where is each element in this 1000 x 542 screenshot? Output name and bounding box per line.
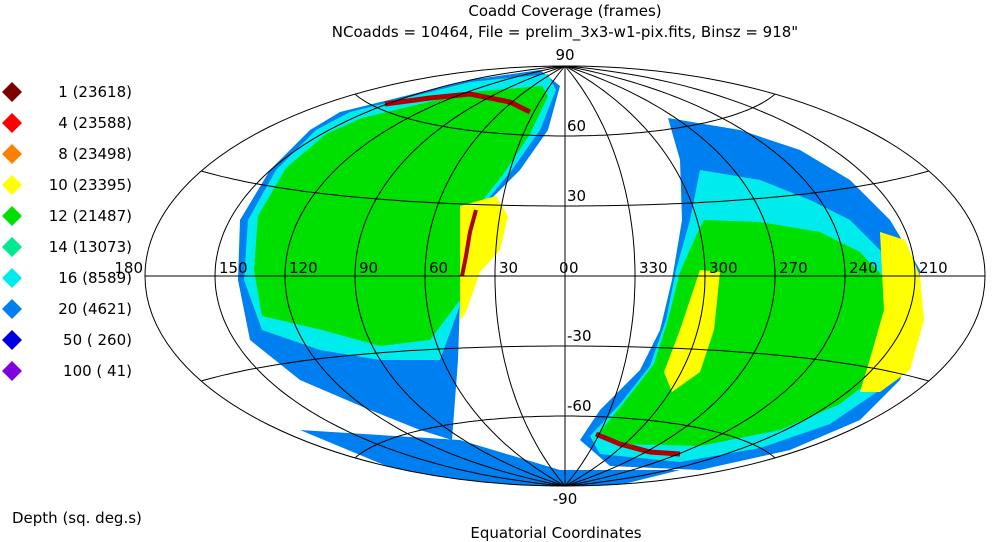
right-lobe-yellow-2: [664, 270, 720, 392]
legend-item: 20 (4621): [2, 299, 132, 319]
chart-subtitle: NCoadds = 10464, File = prelim_3x3-w1-pi…: [332, 23, 798, 42]
longitude-label: 0: [569, 259, 579, 277]
legend-marker: [2, 175, 22, 195]
longitude-label: 60: [429, 259, 448, 277]
longitude-label: 330: [639, 259, 668, 277]
legend-label: 50 ( 260): [63, 331, 132, 349]
legend-marker: [2, 206, 22, 226]
parallel-line: [201, 170, 929, 207]
left-lobe-red-streak: [460, 209, 478, 277]
legend-label: 14 (13073): [49, 238, 132, 256]
legend-label: 10 (23395): [49, 176, 132, 194]
longitude-label: 120: [289, 259, 318, 277]
legend-item: 14 (13073): [2, 237, 132, 257]
legend-marker: [2, 237, 22, 257]
latitude-label: -90: [553, 490, 578, 508]
left-top-red-band: [384, 91, 532, 115]
longitude-label: 180: [114, 259, 143, 277]
legend-marker: [2, 330, 22, 350]
latitude-label: -60: [567, 397, 592, 415]
legend-label: 8 (23498): [58, 145, 132, 163]
graticule: [144, 65, 986, 487]
latitude-labels: 90 60 30 -30 -60 -90 0: [553, 46, 592, 508]
longitude-label: 150: [219, 259, 248, 277]
legend-label: 12 (21487): [49, 207, 132, 225]
legend-label: 16 (8589): [58, 269, 132, 287]
coverage-map: [238, 70, 924, 486]
legend-marker: [2, 113, 22, 133]
legend-item: 16 (8589): [2, 268, 132, 288]
legend-item: 8 (23498): [2, 144, 132, 164]
right-lobe-yellow: [860, 232, 924, 392]
legend-marker: [2, 144, 22, 164]
projection-boundary: [144, 65, 986, 487]
longitude-label: 240: [849, 259, 878, 277]
longitude-labels: 1801501209060300330300270240210180: [114, 259, 948, 277]
x-axis-label: Equatorial Coordinates: [470, 524, 641, 542]
latitude-label: -30: [567, 327, 592, 345]
legend-marker: [2, 82, 22, 102]
legend-label: 1 (23618): [58, 83, 132, 101]
legend-label: 20 (4621): [58, 300, 132, 318]
parallel-line: [201, 345, 929, 382]
legend-item: 10 (23395): [2, 175, 132, 195]
longitude-label: 270: [779, 259, 808, 277]
longitude-label: 300: [709, 259, 738, 277]
longitude-label: 30: [499, 259, 518, 277]
longitude-label: 90: [359, 259, 378, 277]
legend-label: 4 (23588): [58, 114, 132, 132]
legend-marker: [2, 361, 22, 381]
legend-marker: [2, 268, 22, 288]
parallel-line: [354, 415, 776, 459]
legend: 1 (23618) 4 (23588) 8 (23498) 10 (23395) 12 …: [2, 82, 132, 381]
latitude-label: 60: [567, 117, 586, 135]
legend-item: 50 ( 260): [2, 330, 132, 350]
chart-title: Coadd Coverage (frames): [468, 2, 661, 20]
parallel-line: [354, 93, 776, 137]
legend-title: Depth (sq. deg.s): [12, 509, 142, 527]
left-lobe-green: [254, 86, 548, 346]
legend-item: 100 ( 41): [2, 361, 132, 381]
legend-item: 1 (23618): [2, 82, 132, 102]
legend-item: 12 (21487): [2, 206, 132, 226]
legend-marker: [2, 299, 22, 319]
latitude-label: 90: [555, 46, 574, 64]
longitude-label: 210: [919, 259, 948, 277]
legend-item: 4 (23588): [2, 113, 132, 133]
latitude-label: 30: [567, 187, 586, 205]
latitude-zero-label: 0: [559, 259, 569, 277]
legend-label: 100 ( 41): [63, 362, 132, 380]
right-bottom-red-band: [595, 431, 681, 457]
